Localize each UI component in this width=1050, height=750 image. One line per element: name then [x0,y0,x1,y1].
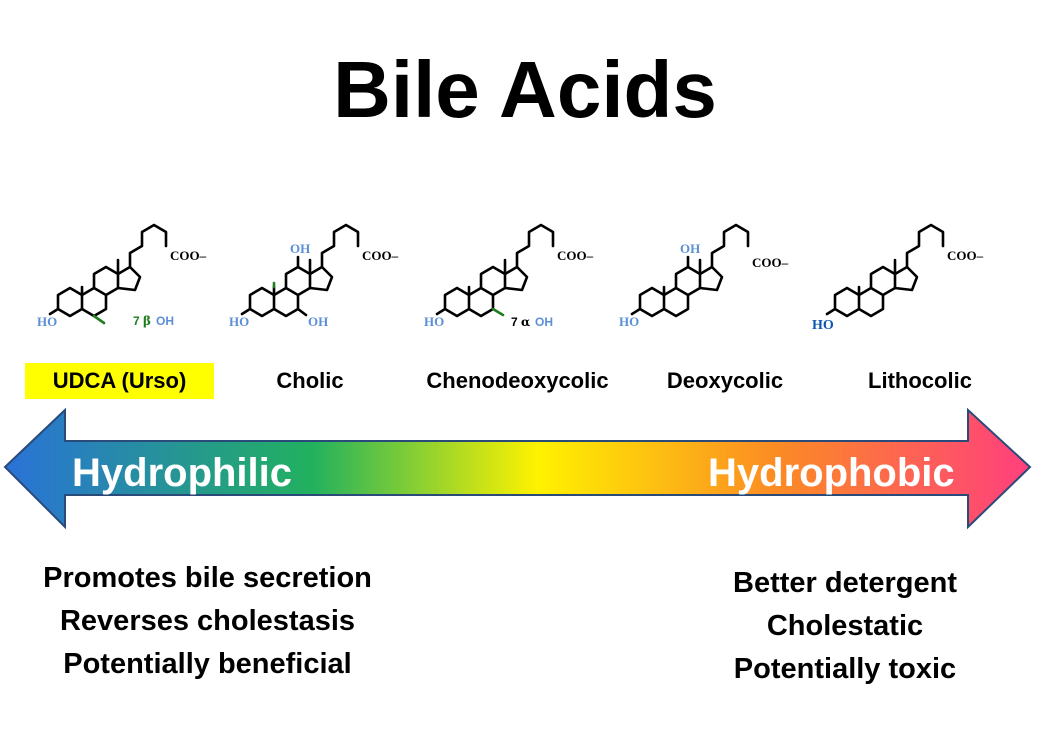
hydroxyl-3-label: HO [812,318,834,333]
stereo-position-label: 7 [133,314,140,328]
hydrophilic-effects: Promotes bile secretion Reverses cholest… [15,557,400,686]
hydroxyl-12-label: OH [680,241,700,256]
effect-item: Promotes bile secretion [43,562,372,594]
deoxycholic-structure-drawing: COO– OH HO [619,223,789,329]
label-udca: UDCA (Urso) [25,363,214,399]
chenodeoxycholic-structure: COO– HO 7 α OH [405,205,605,345]
effect-item: Potentially toxic [733,653,957,685]
carboxylate-label: COO– [362,248,399,263]
carboxylate-label: COO– [947,248,984,263]
hydrophobic-label: Hydrophobic [708,451,955,495]
lithocholic-structure-drawing: COO– HO [812,223,984,333]
deoxycholic-structure: COO– OH HO [600,205,800,345]
cholic-structure: COO– OH HO OH [210,205,410,345]
udca-structure: COO– HO 7 β OH [18,205,218,345]
hydroxyl-3-label: HO [229,314,249,329]
hydrophilic-label: Hydrophilic [72,451,293,495]
effect-item: Cholestatic [766,610,924,642]
carboxylate-label: COO– [170,248,207,263]
hydroxyl-7-label: OH [308,314,328,329]
hydroxyl-7-label: OH [535,315,553,329]
stereo-beta-label: β [143,314,151,328]
chenodeoxycholic-structure-drawing: COO– HO 7 α OH [424,223,594,329]
carboxylate-label: COO– [557,248,594,263]
label-cholic: Cholic [276,368,344,393]
hydroxyl-7-label: OH [156,314,174,328]
carboxylate-label: COO– [752,255,789,270]
hydrophobicity-scale-arrow [3,407,1032,530]
hydroxyl-3-label: HO [37,314,57,329]
page-title: Bile Acids [333,45,717,134]
effect-item: Reverses cholestasis [59,605,356,637]
udca-structure-drawing: COO– HO 7 β OH [37,223,207,329]
cholic-structure-drawing: COO– OH HO OH [229,223,399,329]
hydrophobic-effects: Better detergent Cholestatic Potentially… [690,562,1000,691]
label-chenodeoxycolic: Chenodeoxycolic [426,368,609,393]
label-lithocolic: Lithocolic [868,368,972,393]
effect-item: Better detergent [733,567,957,599]
hydroxyl-3-label: HO [424,314,444,329]
hydroxyl-12-label: OH [290,241,310,256]
hydroxyl-3-label: HO [619,314,639,329]
stereo-alpha-label: α [521,315,530,329]
label-deoxycolic: Deoxycolic [666,368,784,393]
effect-item: Potentially beneficial [63,648,352,680]
lithocholic-structure: COO– HO [795,205,995,345]
stereo-position-label: 7 [511,315,518,329]
